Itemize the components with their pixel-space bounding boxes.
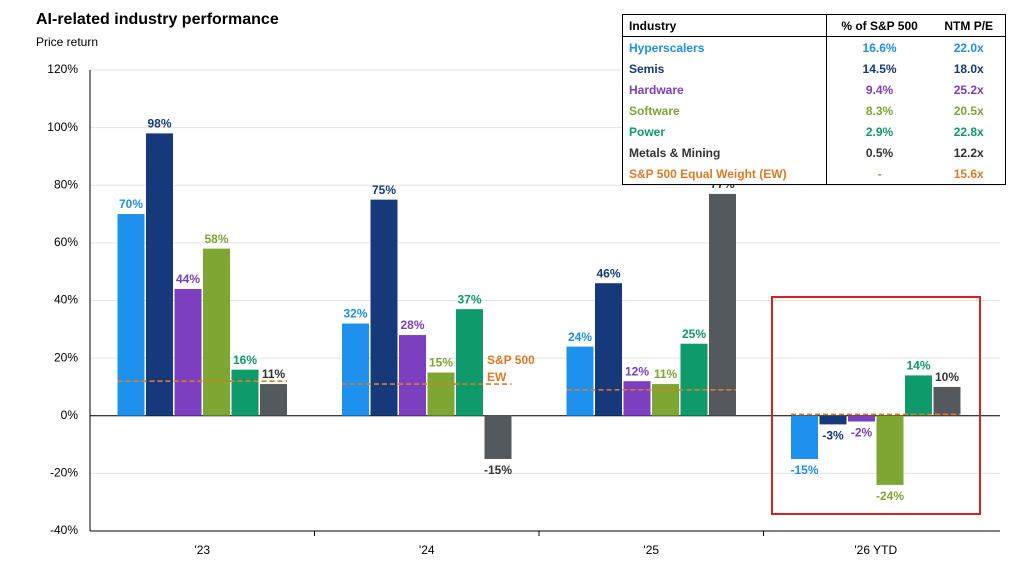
valuation-table: Industry% of S&P 500 NTM P/E Hyperscalers 1… — [622, 14, 1006, 185]
y-tick-label: -40% — [50, 523, 78, 537]
bar — [623, 381, 651, 416]
value-label: 58% — [204, 232, 228, 246]
bar — [146, 133, 173, 416]
table-cell: 14.5% — [862, 61, 897, 76]
table-row: Metals & Mining 0.5% 12.2x — [622, 142, 1006, 163]
y-tick-label: 20% — [54, 350, 78, 364]
table-cell: 18.0x — [953, 61, 984, 76]
value-label: 15% — [429, 356, 453, 370]
y-tick-label: 100% — [47, 120, 78, 134]
table-cell: 22.0x — [953, 40, 984, 55]
bar — [484, 415, 512, 459]
bar — [905, 375, 932, 416]
x-tick-label: '25 — [643, 543, 659, 557]
benchmark-annotation: S&P 500 EW — [487, 353, 535, 384]
value-label: 10% — [935, 370, 959, 384]
table-cell: 9.4% — [865, 82, 894, 97]
column-header: % of S&P 500 — [826, 14, 933, 37]
value-label: 28% — [400, 318, 424, 332]
table-row: Semis 14.5% 18.0x — [622, 58, 1006, 79]
table-cell: Hyperscalers — [622, 36, 827, 58]
value-label: 11% — [654, 367, 678, 381]
value-label: 70% — [119, 197, 143, 211]
table-cell: 8.3% — [865, 103, 894, 118]
table-row: S&P 500 Equal Weight (EW) - 15.6x — [622, 163, 1006, 185]
value-label: 37% — [457, 292, 481, 306]
value-label: 98% — [147, 117, 171, 131]
table-cell: 16.6% — [862, 40, 897, 55]
y-tick-label: 0% — [61, 408, 79, 422]
table-cell: 12.2x — [953, 145, 984, 160]
table-row: Power 2.9% 22.8x — [622, 121, 1006, 142]
table-cell: 25.2x — [953, 82, 984, 97]
table-cell: 22.8x — [953, 124, 984, 139]
bar — [231, 369, 259, 416]
table-cell: 0.5% — [865, 145, 894, 160]
bar — [791, 415, 818, 459]
bar — [933, 386, 961, 416]
table-cell: Software — [622, 100, 827, 121]
bar — [709, 193, 736, 416]
bar — [370, 199, 398, 416]
bar — [595, 283, 622, 416]
value-label: 24% — [568, 330, 592, 344]
table-cell: S&P 500 Equal Weight (EW) — [622, 163, 827, 185]
table-cell: 15.6x — [953, 166, 984, 181]
value-label: 16% — [233, 353, 257, 367]
table-row: Hardware 9.4% 25.2x — [622, 79, 1006, 100]
bar — [848, 415, 875, 422]
y-tick-label: 40% — [54, 293, 78, 307]
table-cell: Metals & Mining — [622, 142, 827, 163]
y-tick-label: -20% — [50, 466, 78, 480]
value-label: 44% — [176, 272, 200, 286]
table-cell: Power — [622, 121, 827, 142]
value-label: -15% — [484, 463, 512, 477]
chart-subtitle: Price return — [36, 35, 98, 49]
bar — [456, 309, 483, 416]
column-header: NTM P/E — [932, 14, 1006, 37]
chart-title: AI-related industry performance — [36, 11, 279, 28]
value-label: 32% — [343, 307, 367, 321]
value-label: 11% — [262, 367, 286, 381]
bar — [876, 415, 904, 485]
table-cell: Hardware — [622, 79, 827, 100]
highlight-box — [771, 296, 981, 515]
value-label: -3% — [822, 429, 844, 443]
value-label: -24% — [876, 489, 904, 503]
bar — [174, 288, 202, 416]
bar — [566, 346, 594, 416]
table-cell: Semis — [622, 58, 827, 79]
bar — [117, 214, 145, 416]
table-cell: - — [877, 166, 882, 181]
value-label: -15% — [790, 463, 818, 477]
table-row: Hyperscalers 16.6% 22.0x — [622, 36, 1006, 58]
bar — [427, 372, 455, 416]
bar — [652, 384, 679, 416]
value-label: 14% — [906, 359, 930, 373]
value-label: 12% — [625, 364, 649, 378]
bar — [819, 415, 847, 425]
value-label: 25% — [682, 327, 706, 341]
y-tick-label: 80% — [54, 177, 78, 191]
x-tick-label: '26 YTD — [854, 543, 897, 557]
table-cell: 2.9% — [865, 124, 894, 139]
x-tick-label: '23 — [194, 543, 210, 557]
y-tick-label: 60% — [54, 235, 78, 249]
value-label: 75% — [372, 183, 396, 197]
bar — [680, 343, 708, 416]
bar — [342, 323, 369, 416]
value-label: -2% — [851, 426, 873, 440]
value-label: 46% — [596, 266, 620, 280]
table-row: Software 8.3% 20.5x — [622, 100, 1006, 121]
table-cell: 20.5x — [953, 103, 984, 118]
bar — [203, 248, 230, 416]
bar — [399, 335, 426, 416]
y-tick-label: 120% — [47, 62, 78, 76]
column-header: Industry — [622, 14, 827, 37]
bar — [260, 384, 287, 416]
x-tick-label: '24 — [419, 543, 435, 557]
